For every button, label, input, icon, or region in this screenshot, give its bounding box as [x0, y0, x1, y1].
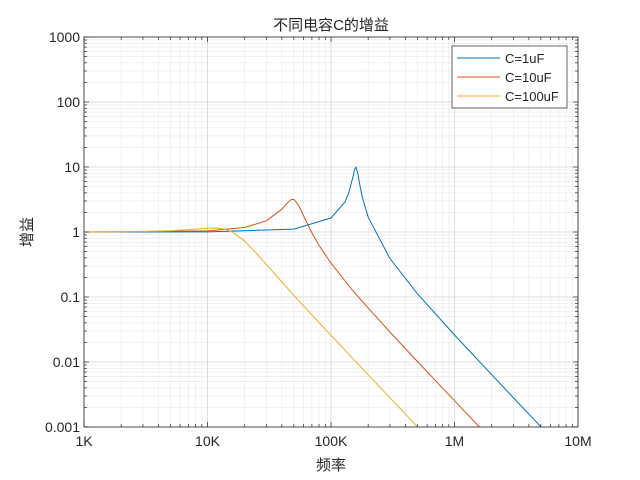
series-line-c100uf [84, 227, 419, 427]
x-tick-label: 1M [445, 433, 464, 449]
y-tick-label: 1 [72, 224, 80, 240]
y-tick-label: 1000 [49, 29, 80, 45]
series-line-c1uf [84, 166, 542, 427]
y-axis-label: 增益 [19, 217, 36, 247]
x-axis-label: 频率 [316, 457, 346, 474]
y-tick-label: 0.001 [45, 419, 80, 435]
y-tick-label: 0.01 [53, 354, 80, 370]
series-lines [84, 166, 542, 427]
x-tick-label: 10K [195, 433, 221, 449]
series-line-c10uf [84, 198, 481, 427]
x-tick-label: 100K [315, 433, 348, 449]
x-tick-label: 10M [564, 433, 591, 449]
chart-title: 不同电容C的增益 [273, 17, 389, 34]
ticks: 1K 10K 100K 1M 10M 0.001 0.01 0.1 1 10 100 1000 [45, 29, 592, 449]
y-tick-label: 10 [64, 159, 80, 175]
legend: C=1uF C=10uF C=100uF [451, 45, 568, 109]
y-tick-label: 0.1 [61, 289, 81, 305]
legend-label: C=100uF [505, 89, 559, 104]
x-tick-label: 1K [75, 433, 93, 449]
legend-label: C=1uF [505, 51, 544, 66]
legend-label: C=10uF [505, 70, 552, 85]
y-tick-label: 100 [57, 94, 81, 110]
